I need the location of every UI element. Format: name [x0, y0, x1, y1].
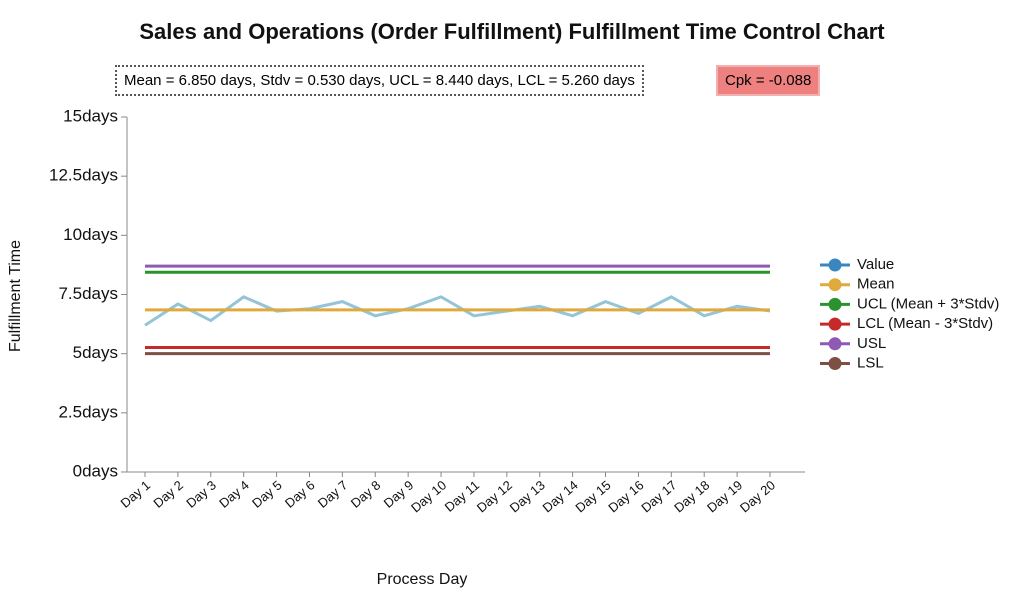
- x-tick-label: Day 17: [638, 477, 679, 515]
- legend-label: USL: [857, 335, 886, 352]
- y-tick-label: 10days: [63, 225, 118, 244]
- legend-marker: [828, 357, 842, 370]
- legend-marker: [828, 337, 842, 351]
- y-tick-label: 5days: [73, 343, 118, 362]
- legend-label: LCL (Mean - 3*Stdv): [857, 315, 993, 332]
- legend-marker: [828, 258, 842, 272]
- x-tick-label: Day 8: [348, 477, 384, 510]
- chart-title: Sales and Operations (Order Fulfillment)…: [139, 19, 885, 44]
- legend-label: Mean: [857, 276, 895, 293]
- x-tick-label: Day 14: [540, 477, 581, 515]
- y-tick-label: 2.5days: [58, 402, 118, 421]
- legend-marker: [828, 278, 842, 292]
- x-tick-label: Day 20: [737, 477, 778, 515]
- y-tick-label: 0days: [73, 461, 118, 480]
- x-tick-label: Day 2: [150, 477, 186, 510]
- legend-label: UCL (Mean + 3*Stdv): [857, 295, 999, 312]
- x-axis-label: Process Day: [377, 571, 468, 588]
- x-tick-label: Day 10: [408, 477, 449, 515]
- y-tick-label: 12.5days: [49, 166, 118, 185]
- x-tick-label: Day 6: [282, 477, 318, 510]
- x-tick-label: Day 11: [442, 477, 482, 514]
- x-tick-label: Day 12: [474, 477, 515, 515]
- y-tick-label: 15days: [63, 106, 118, 125]
- x-tick-label: Day 16: [605, 477, 646, 515]
- x-tick-label: Day 19: [704, 477, 745, 515]
- legend-marker: [828, 297, 842, 311]
- y-tick-label: 7.5days: [58, 284, 118, 303]
- x-tick-label: Day 7: [315, 477, 351, 510]
- x-tick-label: Day 4: [216, 477, 252, 510]
- legend-label: Value: [857, 256, 894, 273]
- x-tick-label: Day 1: [117, 477, 153, 510]
- x-tick-label: Day 3: [183, 477, 219, 510]
- value-line: [144, 295, 771, 327]
- legend-marker: [828, 317, 842, 331]
- x-tick-label: Day 5: [249, 477, 285, 510]
- x-tick-label: Day 18: [671, 477, 712, 515]
- y-axis-label: Fulfillment Time: [7, 240, 24, 352]
- legend-label: LSL: [857, 354, 884, 371]
- x-tick-label: Day 15: [572, 477, 613, 515]
- stats-box: Mean = 6.850 days, Stdv = 0.530 days, UC…: [115, 65, 644, 96]
- x-tick-label: Day 13: [507, 477, 548, 515]
- cpk-box: Cpk = -0.088: [716, 65, 821, 96]
